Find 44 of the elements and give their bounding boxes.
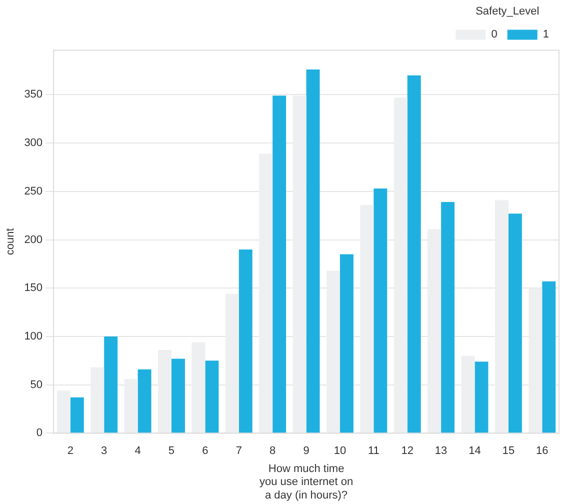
x-tick-label: 15: [502, 444, 515, 457]
bar: [542, 281, 556, 433]
legend-label: 1: [542, 28, 550, 41]
bar: [238, 249, 252, 433]
bar: [407, 75, 421, 433]
bar: [374, 188, 388, 433]
x-tick-label: 3: [101, 444, 108, 457]
legend-title: Safety_Level: [476, 6, 540, 18]
x-tick-label: 12: [401, 444, 414, 457]
y-tick-label: 200: [24, 234, 43, 246]
y-axis-title: count: [4, 228, 17, 256]
x-tick-label: 7: [236, 444, 242, 457]
y-tick-label: 150: [24, 282, 43, 294]
x-tick-label: 9: [303, 444, 310, 457]
y-tick-label: 350: [24, 88, 43, 101]
bar: [272, 96, 286, 433]
bar: [474, 362, 488, 433]
bar: [104, 336, 118, 433]
bar: [70, 397, 84, 433]
x-tick-label: 8: [270, 444, 276, 457]
bar: [306, 70, 320, 433]
y-tick-label: 0: [36, 427, 43, 440]
bar: [340, 254, 354, 433]
bar: [205, 360, 219, 433]
bar: [508, 214, 522, 433]
y-tick-label: 50: [30, 378, 43, 391]
x-tick-label: 13: [434, 444, 448, 457]
bar: [171, 358, 185, 433]
x-tick-label: 11: [368, 444, 380, 457]
x-tick-label: 10: [334, 444, 346, 457]
y-tick-label: 300: [24, 137, 43, 150]
y-tick-label: 100: [24, 330, 43, 343]
bar: [56, 390, 70, 433]
x-tick-label: 4: [134, 444, 141, 457]
bar: [441, 202, 455, 433]
bar: [138, 369, 152, 433]
x-tick-label: 5: [168, 444, 175, 457]
x-tick-label: 14: [468, 444, 481, 457]
y-tick-label: 250: [24, 185, 43, 198]
x-tick-label: 2: [67, 444, 74, 457]
x-axis-title: How much time you use internet on a day (in hours)?: [259, 463, 354, 502]
x-tick-label: 6: [202, 444, 208, 457]
legend-label: 0: [491, 28, 498, 41]
x-tick-label: 16: [536, 444, 548, 457]
